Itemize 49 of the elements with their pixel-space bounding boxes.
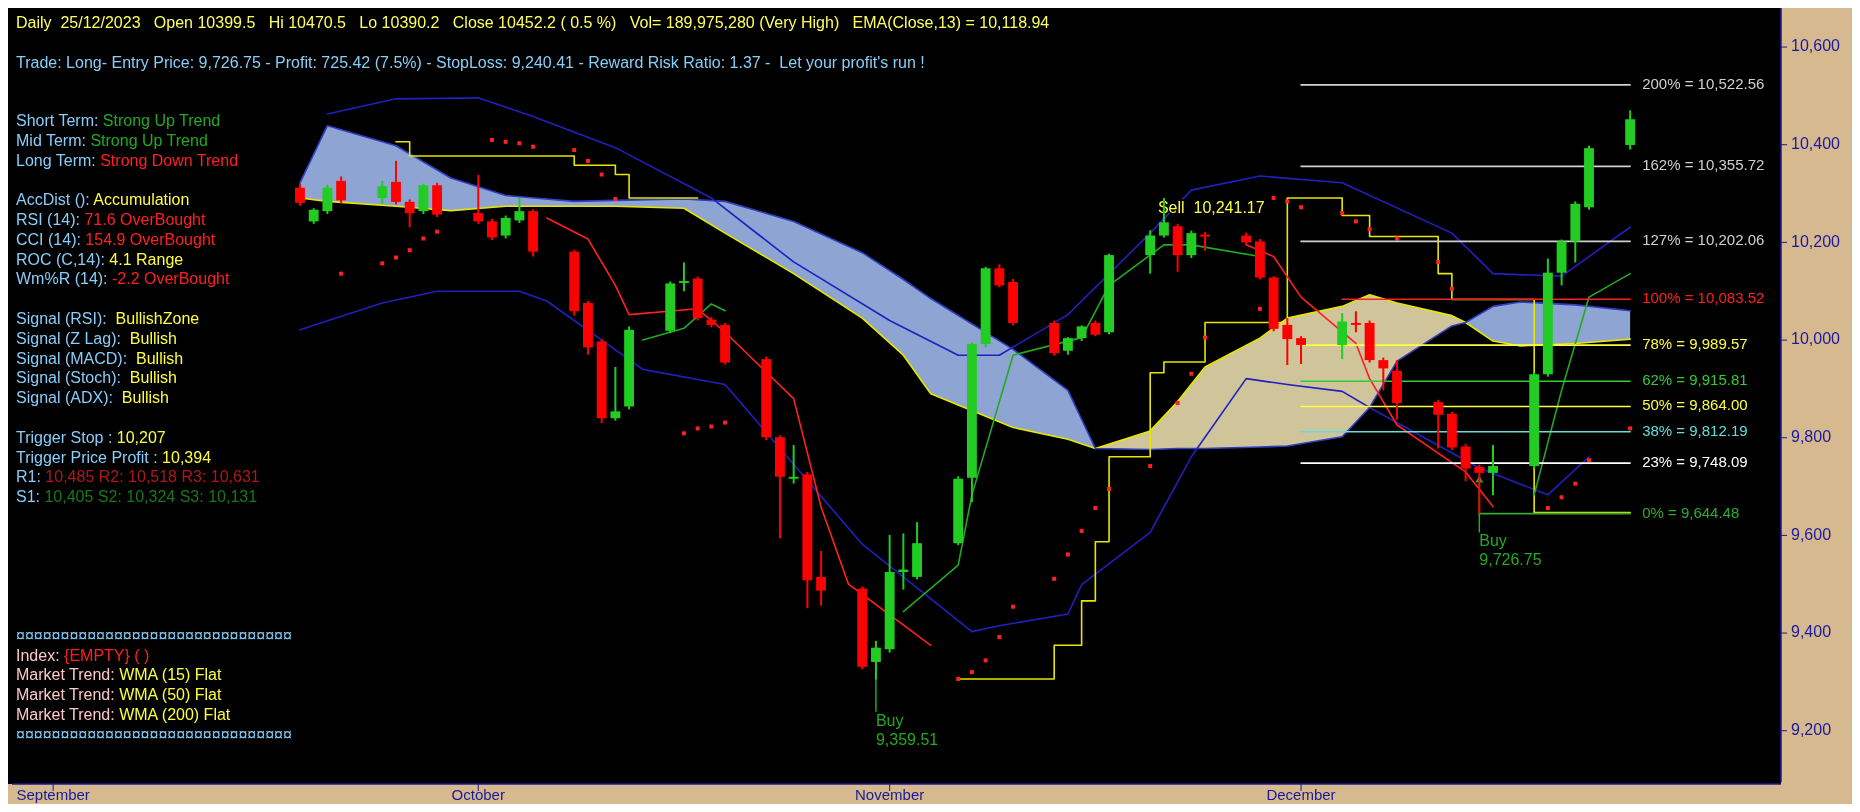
annotation: Market Trend: WMA (200) Flat — [16, 706, 231, 724]
annotation: ROC (C,14): 4.1 Range — [16, 250, 184, 268]
annotation: Index: {EMPTY} ( ) — [16, 646, 150, 664]
annotation: Wm%R (14): -2.2 OverBought — [16, 270, 230, 288]
series-label: 0% = 9,644.48 — [1642, 503, 1740, 521]
series-label: 50% = 9,864.00 — [1642, 396, 1748, 414]
series-label: 162% = 10,355.72 — [1642, 156, 1765, 174]
annotation: Trigger Price Profit : 10,394 — [16, 448, 212, 466]
x-tick-label: October — [451, 786, 505, 803]
annotation: Signal (MACD): Bullish — [16, 349, 184, 367]
annotation: Trigger Stop : 10,207 — [16, 429, 166, 447]
series-label: 78% = 9,989.57 — [1642, 335, 1748, 353]
text: Trade: Long- Entry Price: 9,726.75 - Profit: 725.42 (7.5%) - StopLoss: 9,240.41 - Reward Risk Ratio: 1.37 - Let your profit's run ! — [16, 54, 925, 72]
annotation: S1: 10,405 S2: 10,324 S3: 10,131 — [16, 488, 258, 506]
y-tick-label: 9,800 — [1791, 427, 1832, 445]
x-tick-label: November — [855, 786, 925, 803]
annotation: Signal (RSI): BullishZone — [16, 310, 200, 328]
annotation: Mid Term: Strong Up Trend — [16, 132, 208, 150]
series-label: 127% = 10,202.06 — [1642, 231, 1765, 249]
series-label: 62% = 9,915.81 — [1642, 371, 1748, 389]
annotation: CCI (14): 154.9 OverBought — [16, 231, 216, 249]
y-tick-label: 9,400 — [1791, 623, 1832, 641]
y-tick-label: 9,200 — [1791, 720, 1832, 738]
y-tick-label: 9,600 — [1791, 525, 1832, 543]
series-label: 38% = 9,812.19 — [1642, 421, 1748, 439]
annotation: Signal (Z Lag): Bullish — [16, 330, 177, 348]
y-tick-label: 10,000 — [1791, 330, 1841, 348]
annotation: Buy 9,359.51 — [875, 712, 939, 749]
annotation: Long Term: Strong Down Trend — [16, 151, 239, 169]
annotation: ¤¤¤¤¤¤¤¤¤¤¤¤¤¤¤¤¤¤¤¤¤¤¤¤¤¤¤¤¤¤¤ — [16, 627, 292, 645]
annotation: Signal (Stoch): Bullish — [16, 369, 177, 387]
series-label: 200% = 10,522.56 — [1642, 74, 1765, 92]
annotation: Short Term: Strong Up Trend — [16, 112, 221, 130]
x-tick-label: September — [16, 786, 90, 803]
annotation: Market Trend: WMA (15) Flat — [16, 666, 222, 684]
x-tick-label: December — [1266, 786, 1336, 803]
annotation: RSI (14): 71.6 OverBought — [16, 211, 206, 229]
annotation: Market Trend: WMA (50) Flat — [16, 686, 222, 704]
y-tick-label: 10,600 — [1791, 37, 1841, 55]
annotation: Signal (ADX): Bullish — [16, 389, 169, 407]
annotation: Buy 9,726.75 — [1479, 532, 1542, 569]
annotation: ¤¤¤¤¤¤¤¤¤¤¤¤¤¤¤¤¤¤¤¤¤¤¤¤¤¤¤¤¤¤¤ — [16, 726, 292, 744]
series-label: 100% = 10,083.52 — [1642, 289, 1765, 307]
chart-title: Daily 25/12/2023 Open 10399.5 Hi 10470.5 Lo 10390.2 Close 10452.2 ( 0.5 %) Vol= 189,975,280 (Very High) EMA(Close,13) = 10,118.94 — [16, 14, 1050, 32]
y-tick-label: 10,400 — [1791, 134, 1841, 152]
y-tick-label: 10,200 — [1791, 232, 1841, 250]
series-label: 23% = 9,748.09 — [1642, 453, 1748, 471]
annotation: R1: 10,485 R2: 10,518 R3: 10,631 — [16, 468, 260, 486]
annotation: AccDist (): Accumulation — [16, 191, 190, 209]
